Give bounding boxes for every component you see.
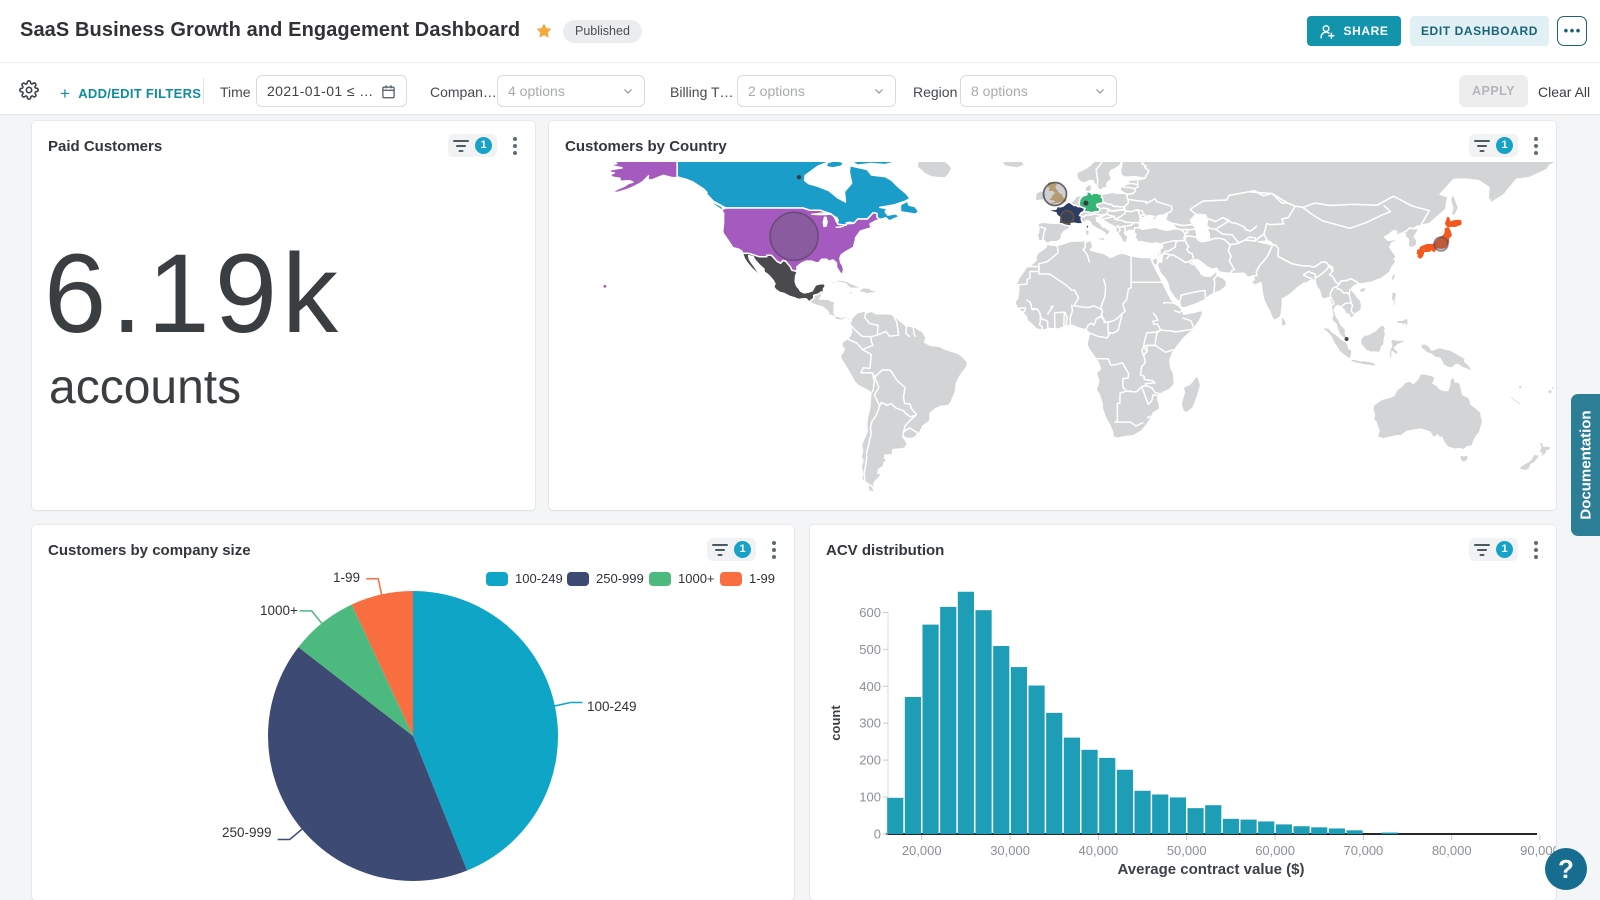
svg-text:Average contract value ($): Average contract value ($) (1117, 861, 1304, 878)
svg-text:100: 100 (859, 790, 881, 805)
svg-text:count: count (828, 705, 843, 741)
svg-text:0: 0 (874, 827, 881, 842)
svg-text:300: 300 (859, 716, 881, 731)
svg-text:500: 500 (859, 642, 881, 657)
svg-text:50,000: 50,000 (1167, 843, 1207, 858)
svg-text:30,000: 30,000 (990, 843, 1030, 858)
svg-text:20,000: 20,000 (902, 843, 942, 858)
svg-text:40,000: 40,000 (1079, 843, 1119, 858)
svg-text:60,000: 60,000 (1255, 843, 1295, 858)
svg-text:400: 400 (859, 679, 881, 694)
svg-text:200: 200 (859, 753, 881, 768)
svg-text:70,000: 70,000 (1344, 843, 1384, 858)
svg-text:90,000: 90,000 (1520, 843, 1556, 858)
svg-text:600: 600 (859, 605, 881, 620)
svg-text:80,000: 80,000 (1432, 843, 1472, 858)
